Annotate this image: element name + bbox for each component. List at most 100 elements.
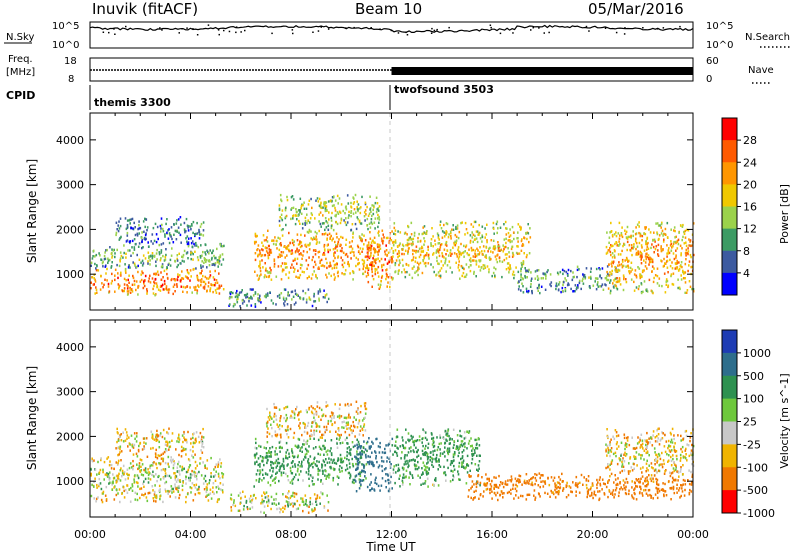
scatter-cell: [222, 491, 224, 494]
scatter-cell: [313, 413, 315, 416]
scatter-cell: [286, 266, 288, 269]
scatter-cell: [490, 250, 492, 253]
scatter-cell: [424, 264, 427, 268]
scatter-cell: [146, 288, 148, 291]
scatter-cell: [670, 240, 672, 243]
scatter-cell: [208, 264, 211, 267]
scatter-cell: [200, 438, 203, 441]
scatter-cell: [468, 439, 471, 443]
scatter-cell: [361, 479, 364, 482]
scatter-cell: [614, 283, 616, 287]
scatter-cell: [195, 241, 197, 245]
scatter-cell: [361, 258, 364, 262]
scatter-cell: [463, 244, 465, 248]
scatter-cell: [292, 491, 294, 495]
scatter-cell: [198, 285, 200, 288]
scatter-cell: [296, 455, 299, 459]
scatter-cell: [143, 280, 145, 283]
scatter-cell: [468, 430, 471, 433]
scatter-cell: [355, 474, 358, 477]
scatter-cell: [194, 438, 197, 441]
scatter-cell: [444, 441, 447, 444]
scatter-cell: [158, 474, 160, 478]
scatter-cell: [210, 497, 213, 500]
scatter-cell: [120, 254, 123, 258]
scatter-cell: [474, 249, 476, 252]
scatter-cell: [334, 263, 337, 266]
scatter-cell: [125, 279, 127, 282]
scatter-cell: [274, 433, 277, 437]
scatter-cell: [437, 468, 439, 471]
scatter-cell: [474, 238, 476, 241]
scatter-cell: [284, 215, 287, 219]
scatter-cell: [663, 272, 666, 275]
scatter-cell: [425, 444, 427, 448]
scatter-cell: [201, 440, 204, 444]
scatter-cell: [405, 428, 407, 431]
scatter-cell: [307, 288, 310, 291]
scatter-cell: [519, 228, 522, 231]
scatter-cell: [282, 493, 284, 496]
scatter-cell: [377, 253, 379, 256]
scatter-cell: [194, 441, 196, 445]
scatter-cell: [279, 242, 282, 245]
scatter-cell: [381, 477, 384, 480]
scatter-cell: [399, 242, 401, 245]
scatter-cell: [192, 441, 195, 445]
scatter-cell: [335, 462, 338, 465]
scatter-cell: [311, 238, 314, 241]
scatter-cell: [273, 262, 276, 266]
scatter-cell: [466, 463, 468, 467]
scatter-cell: [475, 237, 478, 240]
scatter-cell: [320, 408, 323, 412]
scatter-cell: [364, 202, 367, 206]
scatter-cell: [349, 251, 352, 254]
scatter-cell: [200, 284, 202, 287]
scatter-cell: [455, 241, 457, 245]
scatter-cell: [197, 258, 200, 262]
scatter-cell: [342, 251, 345, 254]
scatter-cell: [339, 403, 341, 406]
scatter-cell: [430, 244, 432, 247]
scatter-cell: [99, 482, 102, 485]
scatter-cell: [161, 264, 164, 268]
scatter-cell: [299, 449, 301, 452]
scatter-cell: [155, 463, 158, 466]
scatter-cell: [344, 403, 347, 406]
scatter-cell: [472, 255, 475, 258]
scatter-cell: [408, 447, 411, 450]
scatter-cell: [159, 285, 162, 288]
scatter-cell: [398, 269, 400, 272]
scatter-cell: [302, 254, 304, 257]
scatter-cell: [539, 291, 541, 295]
scatter-cell: [460, 221, 462, 225]
scatter-cell: [143, 284, 146, 288]
scatter-cell: [117, 438, 120, 441]
scatter-cell: [230, 509, 233, 512]
scatter-cell: [649, 231, 652, 234]
scatter-cell: [124, 263, 126, 266]
scatter-cell: [126, 226, 129, 229]
scatter-cell: [117, 446, 119, 450]
scatter-cell: [497, 241, 499, 244]
scatter-cell: [605, 252, 608, 255]
nsearch-point: [102, 31, 105, 33]
scatter-cell: [324, 464, 326, 467]
scatter-cell: [169, 234, 171, 237]
scatter-cell: [133, 248, 136, 251]
scatter-cell: [297, 463, 299, 467]
scatter-cell: [610, 253, 612, 257]
scatter-cell: [287, 503, 289, 506]
scatter-cell: [120, 467, 122, 470]
scatter-cell: [401, 248, 404, 251]
scatter-cell: [178, 496, 180, 500]
scatter-cell: [597, 490, 599, 493]
scatter-cell: [143, 282, 145, 285]
scatter-cell: [340, 415, 343, 418]
scatter-cell: [455, 227, 457, 230]
nsearch-point: [436, 28, 438, 31]
scatter-cell: [175, 488, 178, 491]
scatter-cell: [521, 265, 523, 268]
scatter-cell: [265, 238, 267, 242]
scatter-cell: [438, 248, 441, 251]
